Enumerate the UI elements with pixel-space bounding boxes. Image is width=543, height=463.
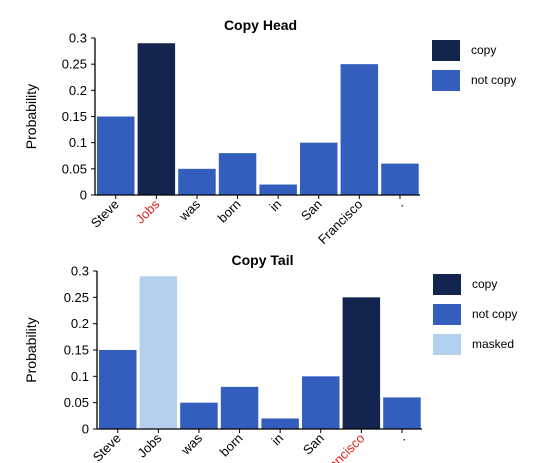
copy-tail-y-axis-label: Probability bbox=[23, 317, 39, 382]
copy-head-x-tick-label: Steve bbox=[88, 197, 122, 231]
copy-tail-title: Copy Tail bbox=[232, 252, 294, 268]
copy-tail-x-tick-label: San bbox=[300, 431, 327, 458]
copy-head-bar-francisco bbox=[340, 64, 379, 196]
copy-tail-bar-francisco bbox=[342, 297, 381, 429]
copy-head-y-tick-label: 0.3 bbox=[69, 31, 87, 46]
copy-head-x-tick-label: born bbox=[215, 197, 244, 226]
copy-tail-bar-was bbox=[180, 402, 218, 429]
copy-head-title: Copy Head bbox=[224, 17, 297, 33]
copy-tail-x-tick-label: in bbox=[269, 431, 287, 449]
copy-tail-bar-in bbox=[261, 418, 299, 429]
copy-head-y-tick-label: 0 bbox=[80, 188, 87, 203]
copy-head-y-tick-label: 0.05 bbox=[62, 161, 87, 176]
copy-tail-bar-san bbox=[302, 376, 340, 429]
copy-tail-bar-jobs bbox=[139, 276, 178, 429]
copy-tail-y-tick-label: 0.25 bbox=[64, 290, 89, 305]
copy-tail-legend-label-masked: masked bbox=[472, 337, 514, 351]
copy-tail-x-tick-label: was bbox=[177, 430, 205, 458]
copy-tail-bar-born bbox=[220, 386, 259, 429]
copy-tail-bar-period bbox=[383, 397, 421, 429]
copy-tail-x-tick-label: born bbox=[217, 431, 246, 460]
copy-head-legend-swatch-not-copy bbox=[432, 70, 460, 91]
copy-tail-x-tick-label: Jobs bbox=[134, 430, 164, 460]
copy-head-bar-san bbox=[300, 142, 338, 195]
copy-tail-y-tick-label: 0.1 bbox=[71, 369, 89, 384]
copy-head-legend-label-copy: copy bbox=[471, 43, 496, 57]
copy-tail-y-tick-label: 0.05 bbox=[64, 395, 89, 410]
copy-head-legend-label-not-copy: not copy bbox=[471, 73, 516, 87]
copy-tail-legend-label-copy: copy bbox=[472, 277, 497, 291]
copy-head-y-tick-label: 0.1 bbox=[69, 135, 87, 150]
copy-head-legend-swatch-copy bbox=[432, 40, 460, 61]
copy-head-x-tick-label: in bbox=[267, 197, 285, 215]
copy-head-y-tick-label: 0.2 bbox=[69, 83, 87, 98]
copy-tail-legend-label-not-copy: not copy bbox=[472, 307, 517, 321]
copy-tail-legend-swatch-copy bbox=[433, 274, 461, 295]
copy-tail-legend-swatch-not-copy bbox=[433, 304, 461, 325]
copy-tail-legend-swatch-masked bbox=[433, 334, 461, 355]
copy-head-bar-period bbox=[381, 163, 419, 195]
copy-head-bar-born bbox=[218, 153, 257, 195]
copy-head-x-tick-label: was bbox=[175, 196, 203, 224]
copy-tail-y-tick-label: 0.3 bbox=[71, 264, 89, 279]
copy-tail-y-tick-label: 0.2 bbox=[71, 316, 89, 331]
copy-head-bar-was bbox=[178, 168, 216, 195]
copy-head-bar-in bbox=[259, 184, 297, 195]
copy-tail-bar-steve bbox=[99, 350, 137, 429]
copy-tail-x-tick-label: Francisco bbox=[317, 431, 367, 463]
copy-head-bar-jobs bbox=[137, 43, 176, 195]
copy-tail-y-tick-label: 0.15 bbox=[64, 343, 89, 358]
copy-head-bar-steve bbox=[97, 116, 135, 195]
copy-head-x-tick-label: Jobs bbox=[132, 196, 162, 226]
copy-head-x-tick-label: San bbox=[298, 197, 325, 224]
copy-head-x-tick-label: Francisco bbox=[315, 197, 365, 247]
copy-head-y-tick-label: 0.15 bbox=[62, 109, 87, 124]
copy-head-y-axis-label: Probability bbox=[23, 84, 39, 149]
copy-tail-x-tick-label: Steve bbox=[90, 431, 124, 463]
copy-head-y-tick-label: 0.25 bbox=[62, 57, 87, 72]
copy-tail-y-tick-label: 0 bbox=[82, 422, 89, 437]
